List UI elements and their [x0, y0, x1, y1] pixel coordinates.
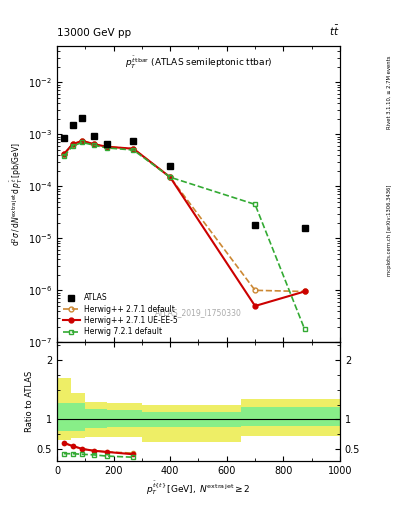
Herwig++ 2.7.1 default [253, 287, 257, 293]
Herwig++ 2.7.1 UE-EE-5 [62, 151, 66, 157]
Herwig 7.2.1 default [131, 147, 136, 153]
Herwig++ 2.7.1 default [92, 141, 96, 147]
Text: mcplots.cern.ch [arXiv:1306.3436]: mcplots.cern.ch [arXiv:1306.3436] [387, 185, 391, 276]
Text: $t\bar{t}$: $t\bar{t}$ [329, 24, 340, 38]
Herwig 7.2.1 default [70, 143, 75, 149]
Herwig++ 2.7.1 UE-EE-5 [80, 138, 85, 144]
Herwig 7.2.1 default [80, 139, 85, 145]
Herwig++ 2.7.1 default [80, 138, 85, 144]
Herwig++ 2.7.1 UE-EE-5 [104, 144, 109, 150]
Herwig 7.2.1 default [302, 326, 307, 332]
Herwig++ 2.7.1 UE-EE-5 [92, 141, 96, 147]
Herwig++ 2.7.1 UE-EE-5 [168, 174, 173, 180]
Herwig++ 2.7.1 UE-EE-5 [253, 303, 257, 309]
ATLAS [302, 225, 307, 231]
Text: $p_T^{\bar{t}\,\mathrm{tbar}}$ (ATLAS semileptonic ttbar): $p_T^{\bar{t}\,\mathrm{tbar}}$ (ATLAS se… [125, 55, 272, 71]
ATLAS [131, 138, 136, 144]
ATLAS [70, 122, 75, 129]
Y-axis label: $\mathrm{d}^2\sigma\,/\,\mathrm{d}N^{\mathrm{extra\,jet}}\,\mathrm{d}\,p_T^{\bar: $\mathrm{d}^2\sigma\,/\,\mathrm{d}N^{\ma… [9, 142, 25, 246]
Herwig++ 2.7.1 UE-EE-5 [302, 288, 307, 294]
Herwig++ 2.7.1 UE-EE-5 [131, 145, 136, 152]
Text: 13000 GeV pp: 13000 GeV pp [57, 28, 131, 38]
Herwig++ 2.7.1 default [168, 174, 173, 180]
X-axis label: $p_T^{\bar{t}\{t\}}\,[\mathrm{GeV}],\;N^{\mathrm{extra\,jet}}\geq 2$: $p_T^{\bar{t}\{t\}}\,[\mathrm{GeV}],\;N^… [146, 480, 251, 498]
Text: ATLAS_2019_I1750330: ATLAS_2019_I1750330 [155, 308, 242, 317]
Herwig++ 2.7.1 default [302, 288, 307, 294]
Herwig++ 2.7.1 default [62, 151, 66, 157]
Legend: ATLAS, Herwig++ 2.7.1 default, Herwig++ 2.7.1 UE-EE-5, Herwig 7.2.1 default: ATLAS, Herwig++ 2.7.1 default, Herwig++ … [61, 291, 180, 338]
Line: Herwig++ 2.7.1 default: Herwig++ 2.7.1 default [62, 138, 307, 294]
ATLAS [80, 115, 85, 121]
Herwig 7.2.1 default [253, 201, 257, 207]
Herwig++ 2.7.1 default [104, 144, 109, 150]
ATLAS [62, 135, 66, 141]
Line: Herwig 7.2.1 default: Herwig 7.2.1 default [62, 140, 307, 331]
Herwig 7.2.1 default [92, 142, 96, 148]
ATLAS [253, 222, 257, 228]
ATLAS [168, 163, 173, 169]
Herwig++ 2.7.1 default [131, 145, 136, 152]
Text: Rivet 3.1.10, ≥ 2.7M events: Rivet 3.1.10, ≥ 2.7M events [387, 55, 391, 129]
Herwig 7.2.1 default [104, 145, 109, 151]
Line: Herwig++ 2.7.1 UE-EE-5: Herwig++ 2.7.1 UE-EE-5 [62, 138, 307, 308]
Y-axis label: Ratio to ATLAS: Ratio to ATLAS [25, 371, 34, 432]
Herwig++ 2.7.1 default [70, 141, 75, 147]
Line: ATLAS: ATLAS [61, 115, 308, 231]
Herwig 7.2.1 default [168, 174, 173, 180]
Herwig 7.2.1 default [62, 153, 66, 159]
ATLAS [92, 133, 96, 139]
Herwig++ 2.7.1 UE-EE-5 [70, 141, 75, 147]
ATLAS [104, 141, 109, 147]
